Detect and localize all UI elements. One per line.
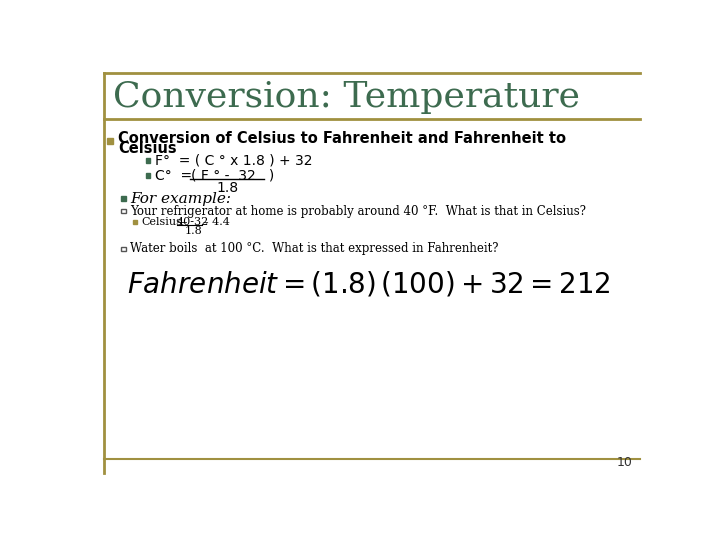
Bar — [145, 158, 150, 163]
Bar — [121, 247, 126, 251]
Bar — [121, 209, 126, 213]
Text: Conversion of Celsius to Fahrenheit and Fahrenheit to: Conversion of Celsius to Fahrenheit and … — [118, 131, 566, 146]
Bar — [133, 220, 138, 224]
Bar — [107, 138, 113, 144]
Text: 40-32: 40-32 — [177, 217, 209, 227]
Text: F°  = ( C ° x 1.8 ) + 32: F° = ( C ° x 1.8 ) + 32 — [155, 153, 312, 167]
Text: Conversion: Temperature: Conversion: Temperature — [113, 80, 580, 114]
Text: Celsius–: Celsius– — [141, 217, 188, 227]
Text: Your refrigerator at home is probably around 40 °F.  What is that in Celsius?: Your refrigerator at home is probably ar… — [130, 205, 586, 218]
Text: For example:: For example: — [130, 192, 231, 206]
Text: 10: 10 — [616, 456, 632, 469]
Text: $\mathit{Fahrenheit} = (1.8)\,(100) + 32 = 212$: $\mathit{Fahrenheit} = (1.8)\,(100) + 32… — [127, 270, 611, 299]
Text: C°  =: C° = — [155, 168, 197, 183]
Text: Celsius: Celsius — [118, 141, 176, 156]
Bar — [145, 173, 150, 178]
Text: ( F ° -  32   ): ( F ° - 32 ) — [191, 168, 274, 183]
Bar — [121, 197, 126, 201]
Text: 1.8: 1.8 — [184, 226, 202, 236]
Text: Water boils  at 100 °C.  What is that expressed in Fahrenheit?: Water boils at 100 °C. What is that expr… — [130, 242, 499, 255]
Text: – 4.4: – 4.4 — [203, 217, 230, 227]
Text: 1.8: 1.8 — [216, 181, 238, 195]
